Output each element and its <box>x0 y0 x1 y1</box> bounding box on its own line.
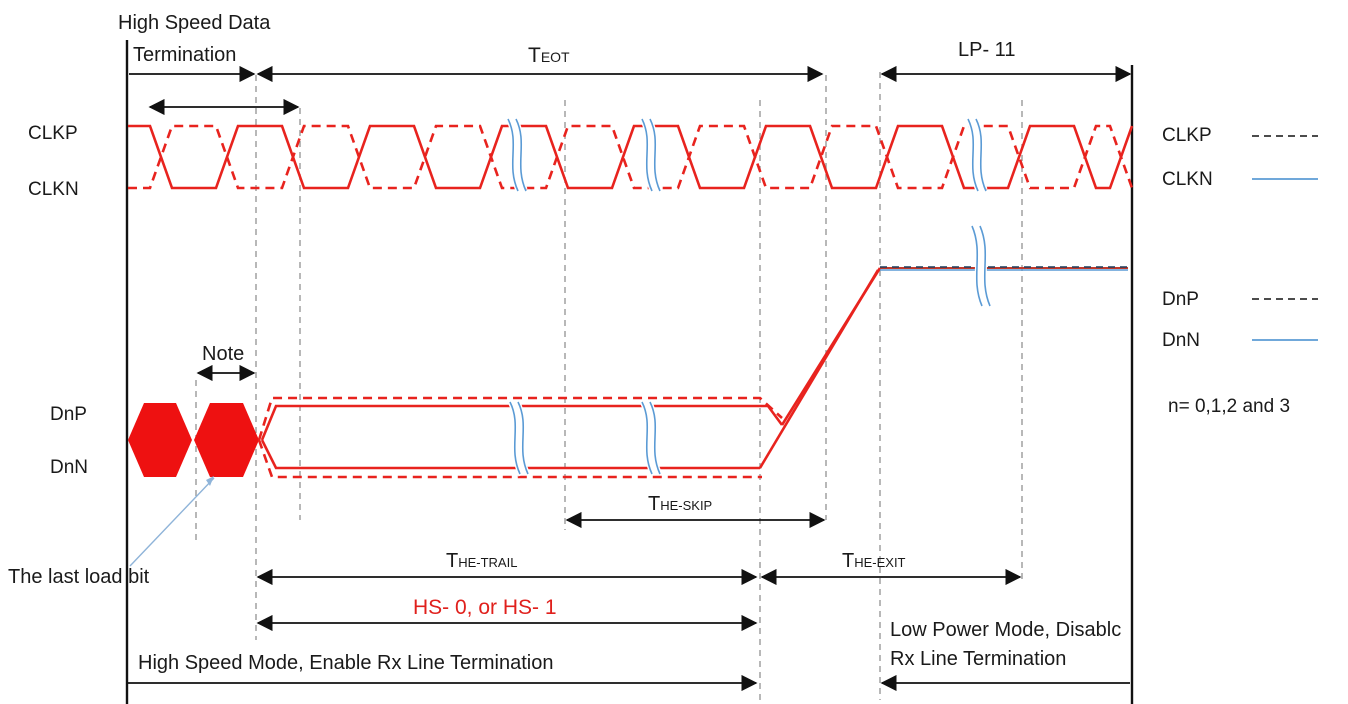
t-he-trail-sub: HE-TRAIL <box>458 555 517 570</box>
t-he-exit-sub: HE-EXIT <box>854 555 905 570</box>
clkp-line <box>128 124 1134 190</box>
t-he-exit-main: T <box>842 550 854 572</box>
t-he-skip-sub: HE-SKIP <box>660 498 712 513</box>
clock-break-marks <box>506 116 988 194</box>
legend-n-values: n= 0,1,2 and 3 <box>1168 396 1290 417</box>
legend: CLKP CLKN DnP DnN n= 0,1,2 and 3 <box>1162 125 1318 417</box>
hs-mode-label: High Speed Mode, Enable Rx Line Terminat… <box>138 652 553 674</box>
t-he-trail-label: THE-TRAIL <box>446 550 517 572</box>
lp-mode-label-1: Low Power Mode, Disablc <box>890 619 1121 641</box>
last-load-bit-label: The last load bit <box>8 566 150 588</box>
last-load-bit-pointer <box>129 477 215 567</box>
last-load-bit-hexagon <box>194 403 259 477</box>
hs-data-termination-label-1: High Speed Data <box>118 12 271 34</box>
legend-dnp-label: DnP <box>1162 289 1199 310</box>
lp-mode-label-2: Rx Line Termination <box>890 648 1066 670</box>
dnn-label: DnN <box>50 457 88 478</box>
dnn-trail-solid <box>260 439 760 470</box>
hs-data-termination-label-2: Termination <box>133 44 236 66</box>
break-mark <box>966 116 988 194</box>
legend-clkp-label: CLKP <box>1162 125 1212 146</box>
dnp-label: DnP <box>50 404 87 425</box>
t-he-skip-label: THE-SKIP <box>648 493 712 515</box>
clkn-waveform <box>128 124 1134 190</box>
dnn-trail-dashed <box>257 439 762 479</box>
lp11-label: LP- 11 <box>958 39 1015 61</box>
t-he-skip-main: T <box>648 493 660 515</box>
t-he-trail-main: T <box>446 550 458 572</box>
hs-state-label: HS- 0, or HS- 1 <box>413 596 557 619</box>
break-mark <box>506 116 528 194</box>
clkn-line <box>128 124 1134 190</box>
t-eot-sub: EOT <box>541 49 570 65</box>
break-mark <box>508 399 530 477</box>
dnn-lp-rise <box>758 269 880 469</box>
t-eot-main: T <box>528 44 541 67</box>
break-mark <box>640 116 662 194</box>
last-bit-hexagon <box>128 403 192 477</box>
data-trail-waveform <box>257 266 1128 479</box>
note-label: Note <box>202 343 244 365</box>
guide-lines <box>195 72 1023 700</box>
clkp-label: CLKP <box>28 123 78 144</box>
t-he-exit-label: THE-EXIT <box>842 550 906 572</box>
break-mark <box>640 399 662 477</box>
legend-clkn-label: CLKN <box>1162 169 1213 190</box>
clkp-waveform <box>128 124 1134 190</box>
break-mark <box>970 223 992 309</box>
legend-dnn-label: DnN <box>1162 330 1200 351</box>
data-break-marks <box>508 223 992 477</box>
clkn-label: CLKN <box>28 179 79 200</box>
t-eot-label: TEOT <box>528 44 570 67</box>
last-load-bit-pointer-head <box>206 476 214 486</box>
